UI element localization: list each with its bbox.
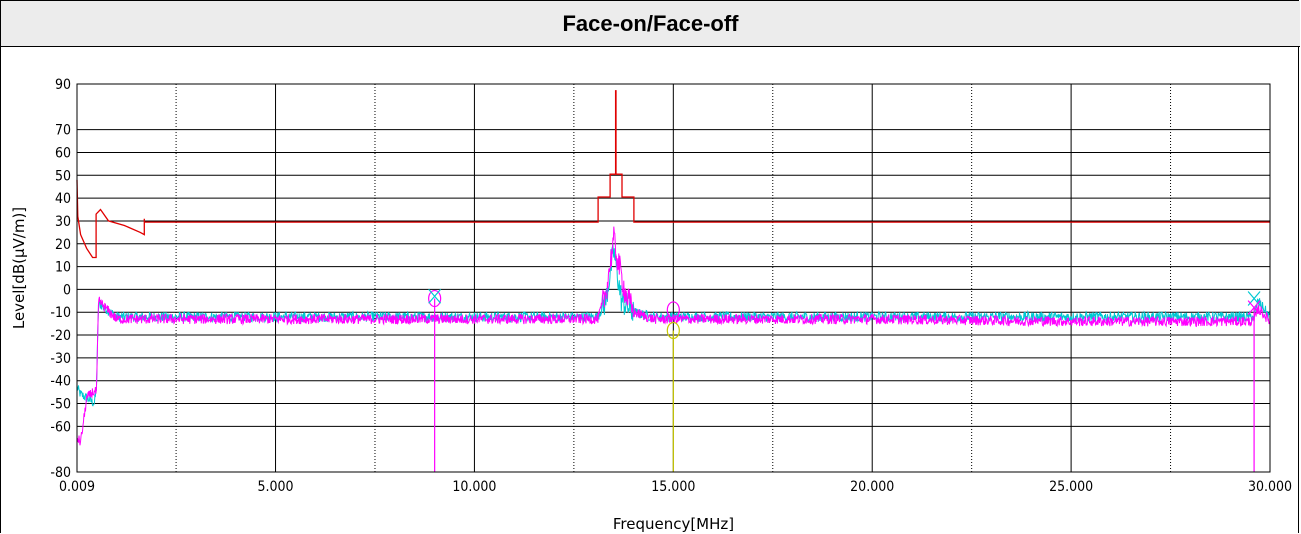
x-tick-label: 25.000 [1049,479,1093,495]
y-tick-label: -10 [50,305,71,321]
x-tick-label: 15.000 [651,479,695,495]
marker-layer [428,288,1261,472]
series-line [76,226,1271,446]
y-tick-label: 50 [55,168,71,184]
marker-circle [666,321,680,340]
y-tick-label: 90 [55,77,71,93]
x-axis-label: Frequency[MHz] [613,515,734,533]
y-tick-label: 0 [63,282,71,298]
marker-cross [428,288,442,304]
chart-title: Face-on/Face-off [562,10,739,36]
marker-circle [428,289,442,308]
y-tick-label: -50 [50,397,71,413]
y-tick-label: -60 [50,419,71,435]
y-tick-label: 40 [55,191,71,207]
y-axis-label: Level[dB(µV/m)] [10,207,28,329]
y-tick-label: 70 [55,123,71,139]
y-tick-label: 10 [55,260,71,276]
chart-title-bar: Face-on/Face-off [1,1,1300,47]
y-tick-label: 60 [55,145,71,161]
marker-cross [1247,300,1261,316]
x-tick-label: 0.009 [59,479,95,495]
y-tick-label: 30 [55,214,71,230]
y-tick-label: -30 [50,351,71,367]
y-tick-label: 20 [55,237,71,253]
y-tick-label: -80 [50,465,71,481]
marker-circle [666,301,680,319]
x-tick-label: 20.000 [850,479,894,495]
x-tick-label: 10.000 [452,479,496,495]
series-line [76,90,1270,259]
y-tick-label: -40 [50,374,71,390]
x-tick-label: 30.000 [1248,479,1292,495]
y-tick-label: -20 [50,328,71,344]
x-tick-label: 5.000 [258,479,294,495]
tick-labels: 0.009 5.000 10.000 15.000 20.000 25.000 30.000… [50,77,1292,495]
series-layer [76,90,1271,446]
plot-border [76,83,1271,473]
